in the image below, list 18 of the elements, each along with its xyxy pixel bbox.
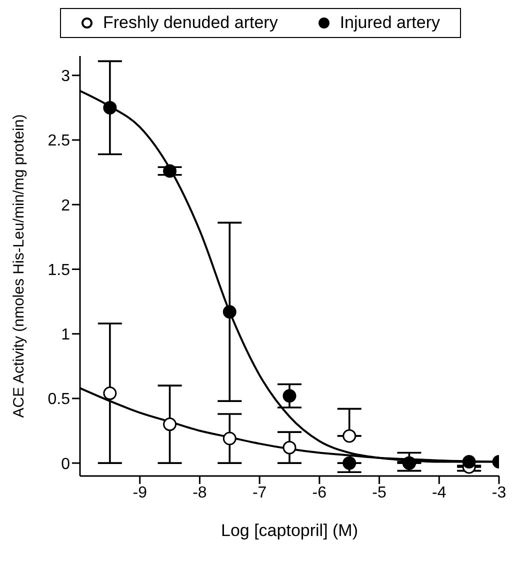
x-tick-label: -8 bbox=[192, 484, 207, 502]
x-tick-label: -6 bbox=[312, 484, 327, 502]
y-tick-label: 2 bbox=[61, 197, 70, 214]
y-axis-title: ACE Activity (nmoles His-Leu/min/mg protein) bbox=[10, 114, 28, 418]
legend-label: Injured artery bbox=[340, 13, 440, 33]
y-tick-label: 1 bbox=[61, 326, 70, 344]
x-tick-label: -5 bbox=[372, 484, 386, 502]
x-tick-label: -4 bbox=[432, 484, 446, 502]
y-tick-label: 1.5 bbox=[48, 262, 70, 279]
y-tick-label: 3 bbox=[61, 68, 70, 86]
x-axis-title: Log [captopril] (M) bbox=[221, 521, 358, 540]
x-tick-label: -3 bbox=[492, 484, 506, 502]
legend-label: Freshly denuded artery bbox=[103, 13, 278, 33]
x-tick-label: -7 bbox=[252, 484, 267, 502]
y-tick-label: 2.5 bbox=[48, 132, 70, 150]
y-tick-label: 0 bbox=[61, 456, 70, 473]
x-tick-label: -9 bbox=[132, 484, 148, 502]
y-tick-label: 0.5 bbox=[48, 391, 70, 408]
